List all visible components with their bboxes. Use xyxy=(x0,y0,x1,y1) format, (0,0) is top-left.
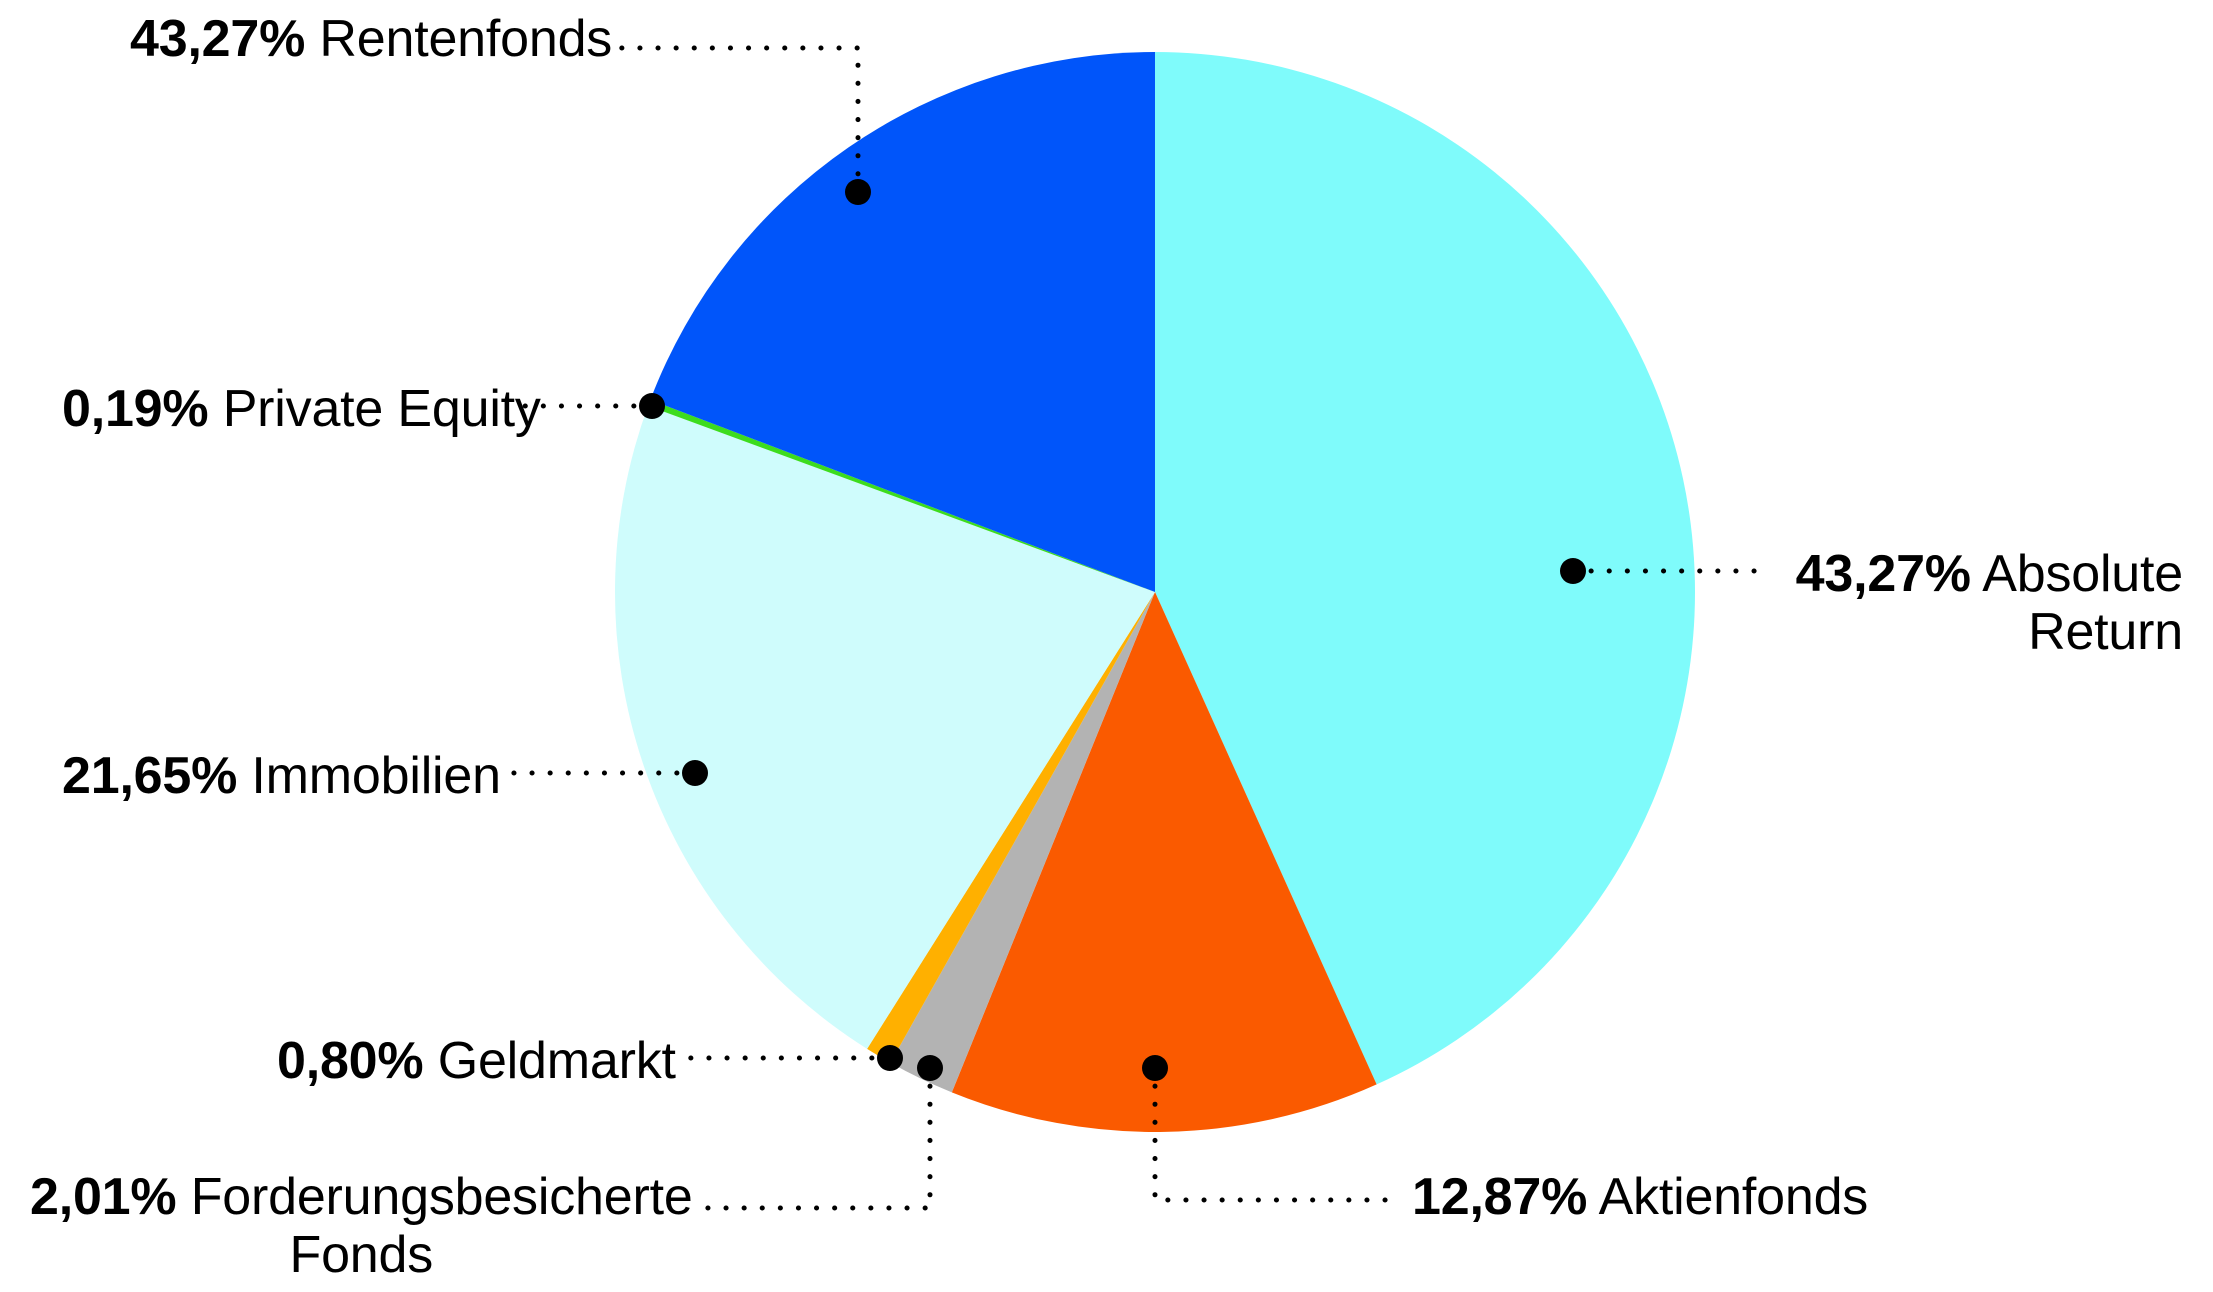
pie-label-value-private-equity: 0,19% xyxy=(62,380,209,438)
pie-slice-aktienfonds[interactable] xyxy=(951,592,1377,1133)
pie-slices-group xyxy=(614,52,1696,1133)
leader-line-rentenfonds xyxy=(617,45,861,195)
leader-dot-rentenfonds xyxy=(845,179,871,205)
pie-slice-geldmarkt[interactable] xyxy=(867,592,1155,1063)
leader-dot-immobilien xyxy=(682,760,708,786)
pie-label-absolute-return: 43,27% Absolute Return xyxy=(1795,545,2184,662)
pie-slice-rentenfonds[interactable] xyxy=(650,52,1155,592)
leader-dot-private-equity xyxy=(639,393,665,419)
pie-label-name-private-equity: Private Equity xyxy=(222,380,541,438)
leader-line-forderungsbesicherte-fonds xyxy=(687,1065,933,1211)
pie-label-immobilien: 21,65% Immobilien xyxy=(62,747,501,805)
pie-label-name-immobilien: Immobilien xyxy=(251,747,501,805)
pie-label-value-absolute-return: 43,27% xyxy=(1795,545,1971,603)
pie-label-aktienfonds: 12,87% Aktienfonds xyxy=(1412,1168,1868,1226)
leader-dot-geldmarkt xyxy=(877,1045,903,1071)
pie-label-name-aktienfonds: Aktienfonds xyxy=(1598,1168,1869,1226)
leader-dot-forderungsbesicherte-fonds xyxy=(917,1055,943,1081)
pie-slice-immobilien[interactable] xyxy=(614,405,1155,1049)
pie-label-value-rentenfonds: 43,27% xyxy=(130,10,306,68)
pie-label-name-absolute-return-line2: Return xyxy=(2028,603,2183,662)
leader-line-aktienfonds xyxy=(1152,1065,1393,1203)
pie-slice-forderungsbesicherte-fonds[interactable] xyxy=(890,592,1155,1093)
leader-dots-group xyxy=(639,179,1586,1081)
pie-label-forderungsbesicherte-fonds: 2,01% Forderungsbesicherte Fonds xyxy=(30,1168,693,1284)
pie-label-value-immobilien: 21,65% xyxy=(62,747,238,805)
pie-label-value-geldmarkt: 0,80% xyxy=(277,1032,424,1090)
leader-dot-absolute-return xyxy=(1560,558,1586,584)
pie-label-geldmarkt: 0,80% Geldmarkt xyxy=(277,1032,676,1090)
pie-label-value-forderungsbesicherte-fonds: 2,01% xyxy=(30,1168,177,1226)
pie-label-name-geldmarkt: Geldmarkt xyxy=(437,1032,676,1090)
pie-label-private-equity: 0,19% Private Equity xyxy=(62,380,541,438)
pie-label-name-forderungsbesicherte-fonds-line2: Fonds xyxy=(289,1226,434,1285)
pie-label-name-absolute-return: Absolute xyxy=(1982,545,2183,603)
pie-label-name-forderungsbesicherte-fonds: Forderungsbesicherte xyxy=(190,1168,693,1226)
pie-label-value-aktienfonds: 12,87% xyxy=(1412,1168,1588,1226)
pie-slice-private-equity[interactable] xyxy=(648,399,1155,592)
pie-label-rentenfonds: 43,27% Rentenfonds xyxy=(130,10,612,68)
pie-label-name-rentenfonds: Rentenfonds xyxy=(319,10,613,68)
pie-slice-absolute-return[interactable] xyxy=(1155,52,1696,1085)
leader-lines-group xyxy=(502,45,1763,1211)
leader-dot-aktienfonds xyxy=(1142,1055,1168,1081)
